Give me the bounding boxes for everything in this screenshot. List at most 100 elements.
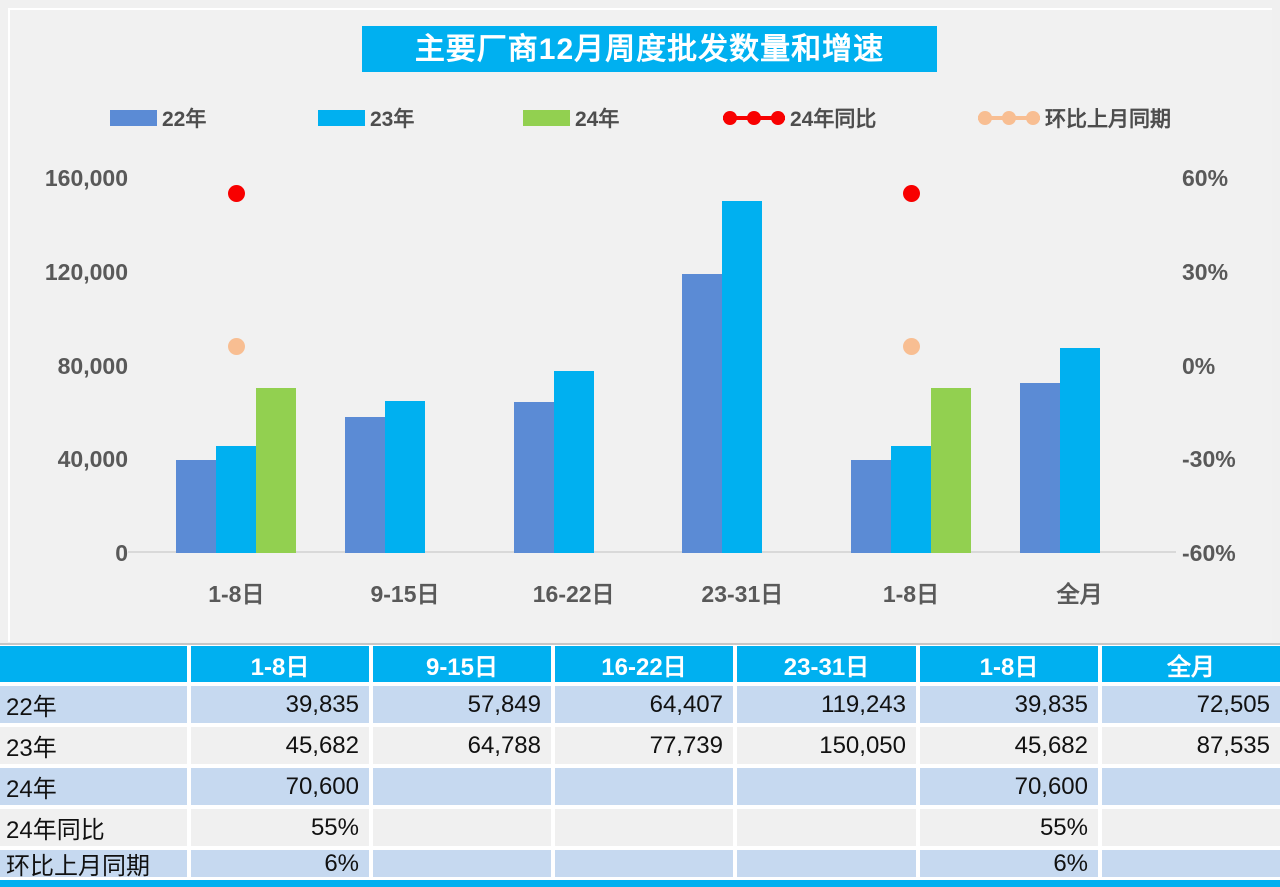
dot-24年同比 (227, 185, 245, 203)
bar-24年 (930, 388, 971, 553)
table-cell (737, 768, 916, 805)
bar-22年 (850, 460, 891, 553)
legend-item-22年: 22年 (110, 104, 206, 132)
left-axis-tick: 160,000 (44, 165, 128, 191)
legend-dot (771, 111, 785, 125)
table-cell: 72,505 (1102, 686, 1280, 723)
category-label-1-8日: 1-8日 (882, 581, 940, 607)
table-cell (737, 850, 916, 877)
bar-23年 (216, 446, 257, 553)
legend-swatch-icon (110, 110, 157, 126)
bar-22年 (344, 417, 385, 553)
table-cell (555, 768, 733, 805)
bar-group-1-8日 (152, 388, 321, 553)
table-cell (373, 768, 551, 805)
legend-item-23年: 23年 (318, 104, 414, 132)
row-label-23年: 23年 (0, 727, 187, 764)
table-cell: 70,600 (191, 768, 369, 805)
legend-dot (1026, 111, 1040, 125)
legend-label: 环比上月同期 (1045, 108, 1171, 131)
table-cell (555, 809, 733, 846)
table-cell: 150,050 (737, 727, 916, 764)
legend-item-24年同比: 24年同比 (723, 104, 876, 132)
legend-label: 24年同比 (790, 108, 877, 131)
table-cell (1102, 809, 1280, 846)
legend-swatch-icon (523, 110, 570, 126)
table-cell: 57,849 (373, 686, 551, 723)
left-axis-tick: 80,000 (57, 352, 128, 379)
dot-24年同比 (902, 185, 920, 203)
right-axis-tick: 60% (1182, 165, 1229, 191)
table-cell (373, 809, 551, 846)
bar-23年 (553, 371, 594, 553)
table-cell: 6% (920, 850, 1098, 877)
legend-item-环比上月同期: 环比上月同期 (978, 104, 1171, 132)
table-cell: 45,682 (191, 727, 369, 764)
table-cell: 119,243 (737, 686, 916, 723)
category-label-23-31日: 23-31日 (701, 581, 784, 607)
row-label-24年同比: 24年同比 (0, 809, 187, 846)
table-header-9-15日: 9-15日 (373, 646, 551, 682)
table-header-corner (0, 646, 187, 682)
bar-22年 (176, 460, 217, 553)
table-cell: 39,835 (191, 686, 369, 723)
table-cell: 45,682 (920, 727, 1098, 764)
legend-swatch-icon (318, 110, 365, 126)
left-axis-tick: 0 (115, 540, 128, 566)
row-label-24年: 24年 (0, 768, 187, 805)
left-axis-tick: 120,000 (44, 258, 128, 285)
bar-23年 (1059, 348, 1100, 553)
table-cell: 70,600 (920, 768, 1098, 805)
bar-23年 (890, 446, 931, 553)
right-axis-tick: -60% (1182, 540, 1236, 566)
table-cell: 64,788 (373, 727, 551, 764)
bar-22年 (1019, 383, 1060, 553)
dot-环比上月同期 (902, 338, 920, 356)
legend-dot (1002, 111, 1016, 125)
category-label-9-15日: 9-15日 (370, 581, 440, 607)
table-cell: 55% (920, 809, 1098, 846)
table-cell: 39,835 (920, 686, 1098, 723)
bar-24年 (256, 388, 297, 553)
bar-group-9-15日 (321, 401, 490, 553)
table-header-1-8日: 1-8日 (920, 646, 1098, 682)
table-cell (1102, 768, 1280, 805)
right-axis-tick: 0% (1182, 352, 1216, 379)
bar-23年 (384, 401, 425, 553)
table-header-全月: 全月 (1102, 646, 1280, 682)
table-header-16-22日: 16-22日 (555, 646, 733, 682)
bar-group-23-31日 (658, 201, 827, 553)
bar-group-16-22日 (489, 371, 658, 553)
table-cell (1102, 850, 1280, 877)
x-axis-line (128, 551, 1176, 553)
category-label-1-8日: 1-8日 (208, 581, 265, 607)
chart-title: 主要厂商12月周度批发数量和增速 (362, 26, 937, 72)
bar-group-全月 (995, 348, 1164, 553)
table-cell (373, 850, 551, 877)
category-label-全月: 全月 (1056, 581, 1103, 607)
left-axis-tick: 40,000 (57, 446, 128, 473)
table-header-1-8日: 1-8日 (191, 646, 369, 682)
legend-item-24年: 24年 (523, 104, 619, 132)
table-cell: 64,407 (555, 686, 733, 723)
row-label-22年: 22年 (0, 686, 187, 723)
legend-label: 23年 (370, 108, 415, 131)
legend-dot (747, 111, 761, 125)
table-cell (737, 809, 916, 846)
bar-23年 (722, 201, 763, 553)
right-axis-tick: -30% (1182, 446, 1236, 473)
legend-dot (723, 111, 737, 125)
row-label-环比上月同期: 环比上月同期 (0, 850, 187, 880)
bar-22年 (682, 274, 723, 553)
legend-dotline-icon (723, 111, 785, 125)
table-bottom-border (0, 880, 1280, 887)
table-top-border (0, 643, 1280, 645)
table-cell: 87,535 (1102, 727, 1280, 764)
category-label-16-22日: 16-22日 (532, 581, 615, 607)
legend-dot (978, 111, 992, 125)
table-cell (555, 850, 733, 877)
legend-dotline-icon (978, 111, 1040, 125)
bar-group-1-8日 (827, 388, 996, 553)
right-axis-tick: 30% (1182, 258, 1229, 285)
